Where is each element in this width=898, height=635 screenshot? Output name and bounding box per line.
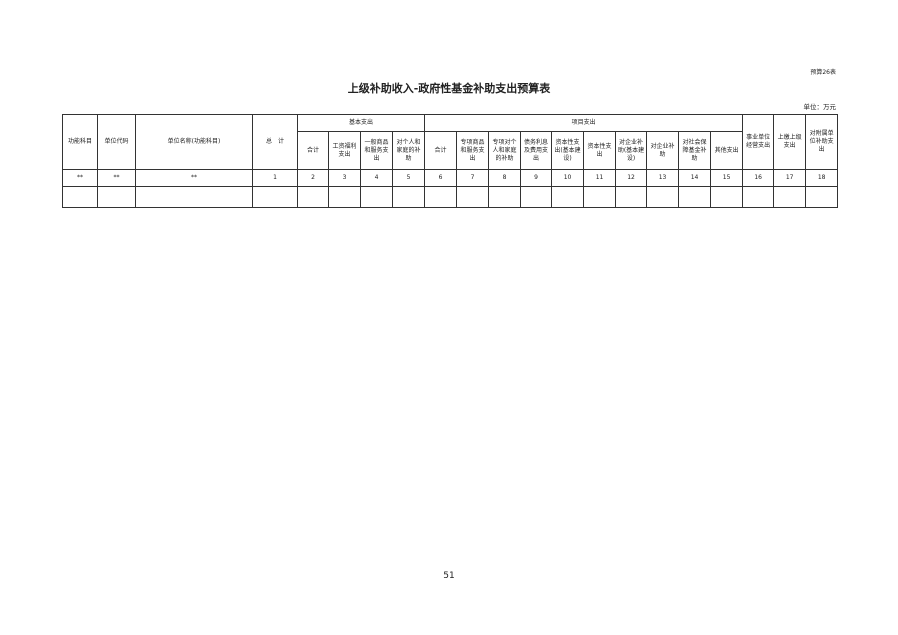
header-project: 专项对个人和家庭的补助 bbox=[488, 131, 522, 170]
header-project: 资本性支出 bbox=[583, 131, 617, 170]
index-cell: 4 bbox=[360, 169, 393, 187]
index-cell: 8 bbox=[488, 169, 522, 187]
empty-cell bbox=[488, 186, 522, 208]
header-basic: 对个人和家庭的补助 bbox=[391, 131, 426, 170]
empty-cell bbox=[135, 186, 253, 208]
empty-cell bbox=[583, 186, 617, 208]
table-number: 预算26表 bbox=[810, 69, 836, 76]
index-cell: 15 bbox=[710, 169, 744, 187]
index-cell: 2 bbox=[297, 169, 329, 187]
header-project: 专项商品和服务支出 bbox=[456, 131, 490, 170]
header-project: 对社会保障基金补助 bbox=[678, 131, 712, 170]
index-cell: 17 bbox=[773, 169, 807, 187]
empty-cell bbox=[97, 186, 136, 208]
empty-cell bbox=[551, 186, 585, 208]
header-project: 合计 bbox=[424, 131, 458, 170]
header-other: 上缴上级支出 bbox=[773, 114, 807, 170]
empty-cell bbox=[710, 186, 744, 208]
header-other: 事业单位经营支出 bbox=[742, 114, 775, 170]
header-unit-code: 单位代码 bbox=[97, 114, 136, 170]
header-unit-name: 单位名称(功能科目) bbox=[135, 114, 253, 170]
index-cell: 3 bbox=[328, 169, 361, 187]
index-cell: ** bbox=[97, 169, 136, 187]
empty-cell bbox=[456, 186, 490, 208]
header-project-group: 项目支出 bbox=[424, 114, 744, 132]
index-cell: 11 bbox=[583, 169, 617, 187]
header-basic: 一般商品和服务支出 bbox=[360, 131, 393, 170]
unit-label: 单位：万元 bbox=[803, 103, 837, 111]
header-total: 总 计 bbox=[252, 114, 298, 170]
index-cell: 10 bbox=[551, 169, 585, 187]
empty-cell bbox=[328, 186, 361, 208]
index-cell: ** bbox=[62, 169, 98, 187]
index-cell: 13 bbox=[646, 169, 680, 187]
empty-cell bbox=[391, 186, 426, 208]
header-basic: 工资福利支出 bbox=[328, 131, 361, 170]
index-cell: 16 bbox=[742, 169, 775, 187]
page-number: 51 bbox=[443, 571, 455, 581]
index-cell: 18 bbox=[805, 169, 839, 187]
header-project: 对企业补助 bbox=[646, 131, 680, 170]
index-cell: ** bbox=[135, 169, 253, 187]
header-basic: 合计 bbox=[297, 131, 329, 170]
index-cell: 14 bbox=[678, 169, 712, 187]
empty-cell bbox=[678, 186, 712, 208]
empty-cell bbox=[615, 186, 648, 208]
empty-cell bbox=[805, 186, 839, 208]
empty-cell bbox=[520, 186, 553, 208]
table-row bbox=[62, 186, 869, 208]
empty-cell bbox=[424, 186, 458, 208]
header-project: 其他支出 bbox=[710, 131, 744, 170]
header-other: 对附属单位补助支出 bbox=[805, 114, 839, 170]
empty-cell bbox=[360, 186, 393, 208]
index-cell: 7 bbox=[456, 169, 490, 187]
budget-table: 功能科目 单位代码 单位名称(功能科目) 总 计 基本支出 项目支出 事业单位经… bbox=[62, 114, 869, 208]
header-func-subject: 功能科目 bbox=[62, 114, 98, 170]
empty-cell bbox=[646, 186, 680, 208]
empty-cell bbox=[62, 186, 98, 208]
index-cell: 6 bbox=[424, 169, 458, 187]
header-basic-group: 基本支出 bbox=[296, 114, 426, 132]
index-cell: 9 bbox=[520, 169, 553, 187]
empty-cell bbox=[297, 186, 329, 208]
index-cell: 12 bbox=[615, 169, 648, 187]
header-project: 债务利息及费用支出 bbox=[520, 131, 553, 170]
index-cell: 5 bbox=[391, 169, 426, 187]
header-project: 对企业补助(基本建设) bbox=[615, 131, 648, 170]
page-title: 上级补助收入-政府性基金补助支出预算表 bbox=[347, 82, 551, 95]
empty-cell bbox=[742, 186, 775, 208]
index-cell: 1 bbox=[252, 169, 298, 187]
header-project: 资本性支出(基本建设) bbox=[551, 131, 585, 170]
empty-cell bbox=[773, 186, 807, 208]
empty-cell bbox=[252, 186, 298, 208]
